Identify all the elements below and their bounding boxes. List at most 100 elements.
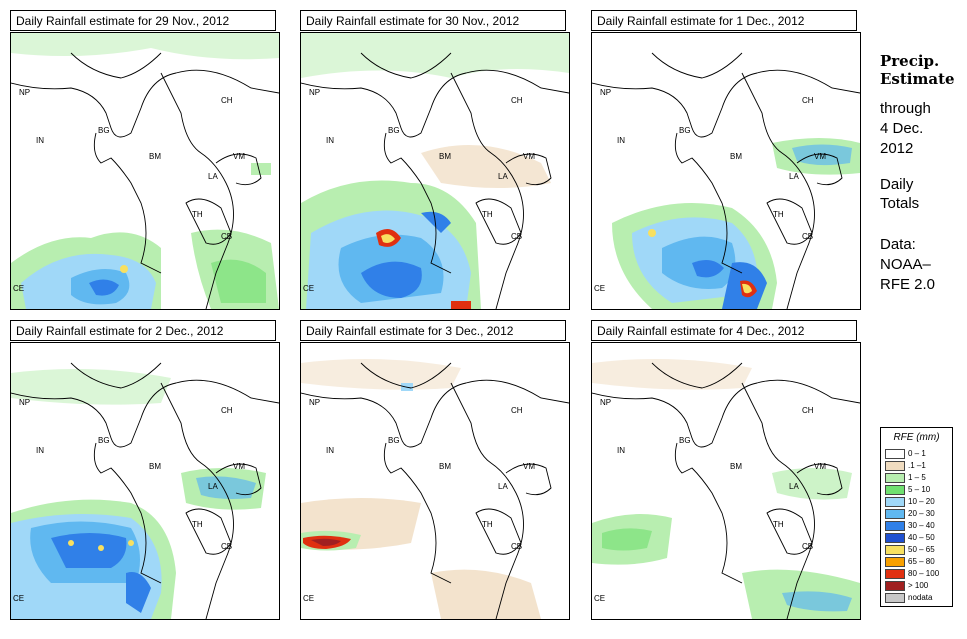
sidebar-data-label: Data: [880, 236, 916, 253]
legend-title: RFE (mm) [893, 432, 940, 443]
legend-swatch [885, 484, 905, 495]
label-cb: CB [221, 232, 232, 241]
sidebar-source: NOAA– [880, 256, 931, 273]
legend-label: 0 – 1 [908, 449, 926, 458]
label-la: LA [498, 482, 508, 491]
legend-swatch [885, 460, 905, 471]
legend-item: 65 – 80 [885, 556, 935, 568]
legend-label: 5 – 10 [908, 485, 931, 494]
label-th: TH [482, 210, 493, 219]
label-vm: VM [233, 462, 245, 471]
label-np: NP [309, 398, 320, 407]
label-ce: CE [594, 284, 605, 293]
sidebar-date: 4 Dec. [880, 120, 924, 137]
legend-item: 20 – 30 [885, 508, 935, 520]
sidebar-totals: Totals [880, 195, 920, 212]
legend-label: 1 – 5 [908, 473, 926, 482]
label-np: NP [600, 88, 611, 97]
legend-item: 80 – 100 [885, 568, 939, 580]
legend-item: nodata [885, 592, 932, 604]
label-np: NP [19, 88, 30, 97]
legend-swatch [885, 532, 905, 543]
label-ce: CE [13, 284, 24, 293]
label-ch: CH [511, 96, 523, 105]
label-bg: BG [679, 436, 691, 445]
label-vm: VM [814, 462, 826, 471]
label-bg: BG [388, 436, 400, 445]
label-np: NP [309, 88, 320, 97]
label-la: LA [789, 482, 799, 491]
label-bg: BG [388, 126, 400, 135]
sidebar-year: 2012 [880, 140, 914, 157]
legend-swatch [885, 508, 905, 519]
label-ce: CE [13, 594, 24, 603]
label-bg: BG [679, 126, 691, 135]
legend-item: 1 – 5 [885, 472, 926, 484]
rainfall-map: NP CH IN BG BM VM LA TH CB CE [591, 32, 861, 310]
label-th: TH [192, 210, 203, 219]
label-bg: BG [98, 436, 110, 445]
panel-title: Daily Rainfall estimate for 30 Nov., 201… [300, 10, 566, 31]
label-ch: CH [802, 406, 814, 415]
rainfall-map: NP CH IN BG BM VM LA TH CB CE [10, 342, 280, 620]
panel-title: Daily Rainfall estimate for 3 Dec., 2012 [300, 320, 566, 341]
legend-label: nodata [908, 593, 933, 602]
legend-swatch [885, 472, 905, 483]
label-in: IN [36, 446, 44, 455]
label-bm: BM [439, 462, 451, 471]
legend-item: 40 – 50 [885, 532, 935, 544]
label-np: NP [600, 398, 611, 407]
label-th: TH [773, 520, 784, 529]
label-la: LA [208, 482, 218, 491]
label-ch: CH [221, 96, 233, 105]
label-ce: CE [594, 594, 605, 603]
label-bm: BM [439, 152, 451, 161]
sidebar-product: RFE 2.0 [880, 276, 936, 293]
label-ch: CH [511, 406, 523, 415]
label-cb: CB [511, 542, 522, 551]
label-cb: CB [802, 542, 813, 551]
legend-label: 80 – 100 [908, 569, 940, 578]
legend-swatch [885, 448, 905, 459]
legend-item: > 100 [885, 580, 928, 592]
legend-item: 50 – 65 [885, 544, 935, 556]
label-th: TH [192, 520, 203, 529]
label-cb: CB [511, 232, 522, 241]
panel-title: Daily Rainfall estimate for 29 Nov., 201… [10, 10, 276, 31]
label-in: IN [326, 446, 334, 455]
legend-label: 30 – 40 [908, 521, 935, 530]
legend-label: 10 – 20 [908, 497, 935, 506]
label-bm: BM [730, 152, 742, 161]
legend-swatch [885, 568, 905, 579]
label-cb: CB [802, 232, 813, 241]
label-in: IN [36, 136, 44, 145]
legend-swatch [885, 580, 905, 591]
panel-title: Daily Rainfall estimate for 4 Dec., 2012 [591, 320, 857, 341]
sidebar-heading-1: Precip. [880, 52, 940, 70]
legend-item: 10 – 20 [885, 496, 935, 508]
label-th: TH [482, 520, 493, 529]
rainfall-map: NP CH IN BG BM VM LA TH CB CE [10, 32, 280, 310]
legend-label: 65 – 80 [908, 557, 935, 566]
label-la: LA [498, 172, 508, 181]
label-ch: CH [221, 406, 233, 415]
label-vm: VM [814, 152, 826, 161]
label-la: LA [208, 172, 218, 181]
rainfall-panel-4-dec: Daily Rainfall estimate for 4 Dec., 2012… [591, 320, 861, 620]
panel-title: Daily Rainfall estimate for 1 Dec., 2012 [591, 10, 857, 31]
rainfall-panel-3-dec: Daily Rainfall estimate for 3 Dec., 2012 [300, 320, 570, 620]
legend-swatch [885, 520, 905, 531]
label-in: IN [617, 446, 625, 455]
label-bm: BM [149, 462, 161, 471]
legend-swatch [885, 544, 905, 555]
rainfall-map: NP CH IN BG BM VM LA TH CB CE [591, 342, 861, 620]
label-np: NP [19, 398, 30, 407]
legend-swatch [885, 592, 905, 603]
rainfall-map: NP CH IN BG BM VM LA TH CB CE [300, 342, 570, 620]
panel-title: Daily Rainfall estimate for 2 Dec., 2012 [10, 320, 276, 341]
label-ch: CH [802, 96, 814, 105]
label-bm: BM [730, 462, 742, 471]
legend-label: .1 –1 [908, 461, 926, 470]
rainfall-map: NP CH IN BG BM VM LA TH CB CE [300, 32, 570, 310]
legend-swatch [885, 556, 905, 567]
